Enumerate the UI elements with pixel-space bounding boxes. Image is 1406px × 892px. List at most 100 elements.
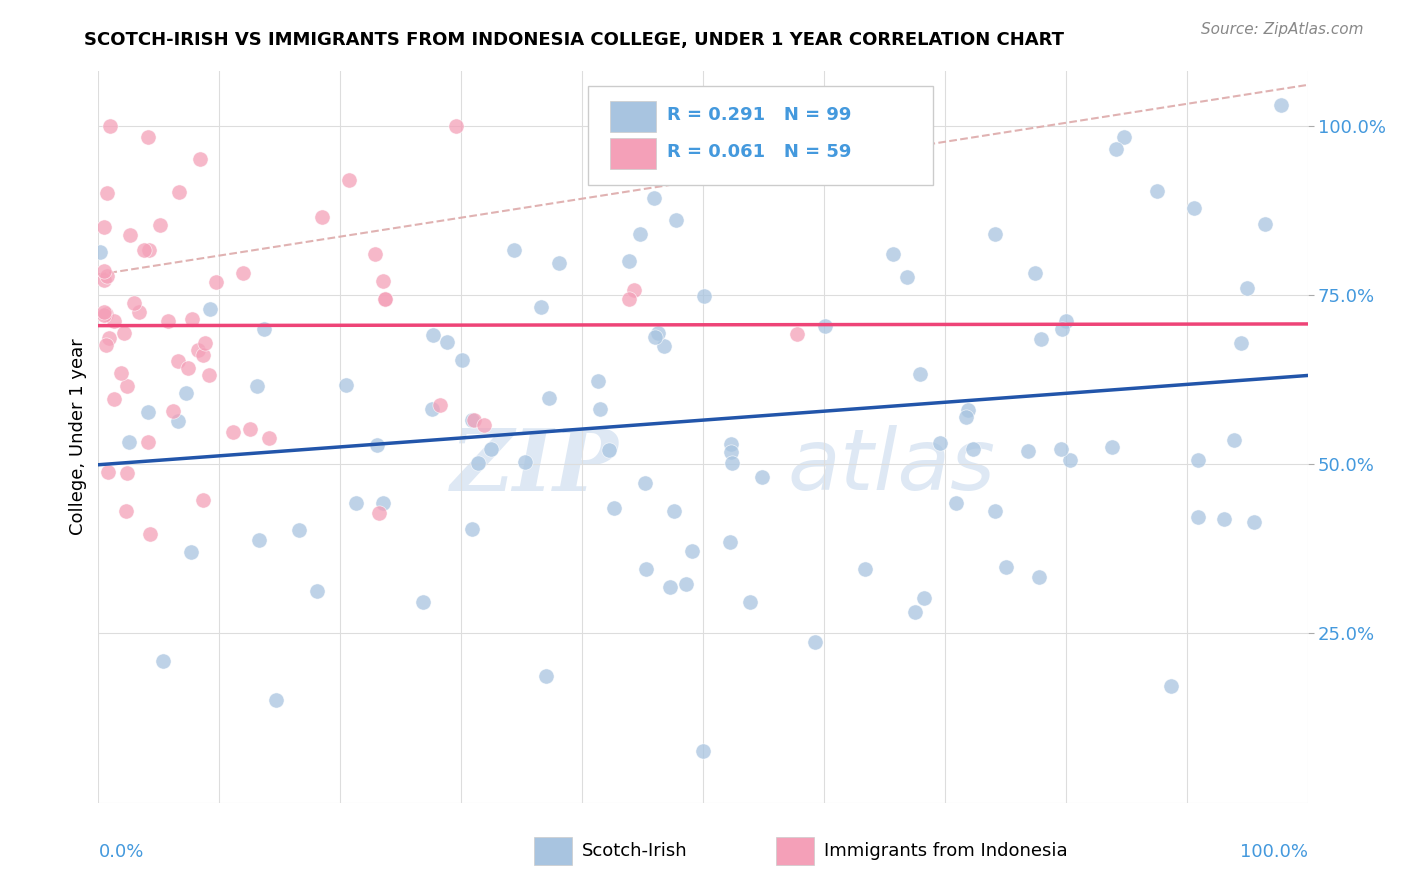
Point xyxy=(643,191,665,205)
Point xyxy=(93,273,115,287)
Point xyxy=(128,305,150,319)
Point xyxy=(1254,217,1277,231)
Point xyxy=(138,243,160,257)
Point xyxy=(138,527,160,541)
Point xyxy=(117,434,139,449)
Point xyxy=(420,402,443,417)
Point xyxy=(93,308,115,322)
Point xyxy=(93,304,115,318)
Point xyxy=(589,98,612,112)
Point xyxy=(461,522,484,536)
Point xyxy=(221,425,243,439)
Point xyxy=(855,561,877,575)
Point xyxy=(779,120,801,134)
Point xyxy=(191,492,214,507)
Point xyxy=(479,442,502,457)
Point xyxy=(662,504,685,518)
Point xyxy=(305,584,328,599)
Point xyxy=(751,469,773,483)
Point xyxy=(1017,443,1039,458)
Point xyxy=(429,398,451,412)
Point xyxy=(1050,442,1073,456)
Point xyxy=(1114,130,1136,145)
Point xyxy=(194,336,217,351)
Point xyxy=(634,561,657,575)
Point xyxy=(93,264,115,278)
Point xyxy=(463,412,485,426)
Point xyxy=(589,401,612,416)
Point xyxy=(371,496,394,510)
Point xyxy=(994,560,1017,574)
Text: R = 0.291   N = 99: R = 0.291 N = 99 xyxy=(666,106,851,125)
Text: Source: ZipAtlas.com: Source: ZipAtlas.com xyxy=(1201,22,1364,37)
Point xyxy=(536,668,558,682)
Point xyxy=(1105,142,1128,156)
Point xyxy=(786,326,808,341)
Point xyxy=(120,228,142,243)
Text: 100.0%: 100.0% xyxy=(1240,843,1308,861)
Point xyxy=(628,227,651,241)
Point xyxy=(364,246,387,260)
Point xyxy=(623,283,645,297)
Point xyxy=(962,442,984,456)
Point xyxy=(957,403,980,417)
Point xyxy=(191,348,214,362)
Point xyxy=(903,605,925,619)
Point xyxy=(882,247,904,261)
Text: 0.0%: 0.0% xyxy=(98,843,143,861)
Point xyxy=(912,591,935,605)
Point xyxy=(188,152,211,166)
Point xyxy=(1236,281,1258,295)
Point xyxy=(366,438,388,452)
Point xyxy=(97,465,120,479)
Point xyxy=(374,293,396,307)
Point xyxy=(617,292,640,306)
Point xyxy=(1054,313,1077,327)
Point xyxy=(502,243,524,257)
Point xyxy=(1101,440,1123,454)
Point xyxy=(115,379,138,393)
Point xyxy=(259,431,281,445)
Point xyxy=(1059,453,1081,467)
Point xyxy=(1184,201,1206,215)
Point xyxy=(94,307,117,321)
Point xyxy=(198,368,221,383)
Point xyxy=(436,335,458,350)
Point xyxy=(1146,185,1168,199)
Point xyxy=(174,386,197,401)
Point xyxy=(110,366,132,380)
Point xyxy=(346,495,368,509)
Point xyxy=(239,422,262,436)
FancyBboxPatch shape xyxy=(610,138,655,169)
Point xyxy=(162,403,184,417)
Point xyxy=(205,275,228,289)
Point xyxy=(152,654,174,668)
Point xyxy=(97,331,120,345)
Point xyxy=(96,269,118,284)
Point xyxy=(515,455,537,469)
Point xyxy=(180,311,202,326)
Point xyxy=(1243,515,1265,529)
Point xyxy=(647,326,669,341)
Point xyxy=(1270,98,1292,112)
FancyBboxPatch shape xyxy=(534,838,572,865)
Text: atlas: atlas xyxy=(787,425,995,508)
Point xyxy=(249,533,271,548)
Point xyxy=(681,544,703,558)
Point xyxy=(253,322,276,336)
Point xyxy=(115,504,138,518)
Point xyxy=(422,328,444,343)
Point xyxy=(89,245,111,260)
Point xyxy=(1187,452,1209,467)
Point xyxy=(804,635,827,649)
Point xyxy=(945,496,967,510)
Text: Scotch-Irish: Scotch-Irish xyxy=(582,842,688,860)
Point xyxy=(136,130,159,145)
Text: R = 0.061   N = 59: R = 0.061 N = 59 xyxy=(666,143,851,161)
Point xyxy=(692,744,714,758)
Point xyxy=(232,266,254,280)
Point xyxy=(96,186,118,200)
Point xyxy=(167,353,190,368)
Point xyxy=(675,577,697,591)
Point xyxy=(908,368,931,382)
